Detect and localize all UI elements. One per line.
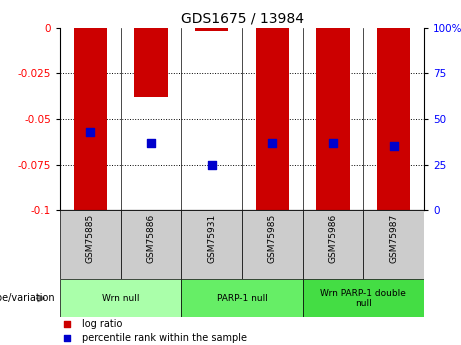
Bar	[363, 210, 424, 279]
Text: GSM75987: GSM75987	[389, 214, 398, 263]
Bar	[195, 28, 228, 31]
Text: GSM75931: GSM75931	[207, 214, 216, 263]
Title: GDS1675 / 13984: GDS1675 / 13984	[181, 11, 303, 25]
Text: GSM75886: GSM75886	[147, 214, 155, 263]
Point	[148, 140, 155, 146]
Text: Wrn PARP-1 double
null: Wrn PARP-1 double null	[320, 289, 406, 308]
Text: GSM75986: GSM75986	[329, 214, 337, 263]
Point	[269, 140, 276, 146]
Bar	[60, 210, 121, 279]
Bar	[242, 210, 303, 279]
Bar	[256, 28, 289, 210]
Text: PARP-1 null: PARP-1 null	[217, 294, 267, 303]
Bar	[74, 28, 107, 210]
Point	[390, 144, 397, 149]
Bar	[60, 279, 181, 317]
Point	[329, 140, 337, 146]
Text: GSM75885: GSM75885	[86, 214, 95, 263]
Point	[64, 322, 71, 327]
Bar	[181, 279, 303, 317]
Point	[208, 162, 215, 168]
Bar	[303, 279, 424, 317]
Bar	[377, 28, 410, 210]
Text: GSM75985: GSM75985	[268, 214, 277, 263]
Bar	[121, 210, 181, 279]
Bar	[303, 210, 363, 279]
Point	[64, 335, 71, 341]
Text: genotype/variation: genotype/variation	[0, 294, 55, 303]
Bar	[134, 28, 168, 97]
Bar	[316, 28, 350, 210]
Bar	[181, 210, 242, 279]
Text: percentile rank within the sample: percentile rank within the sample	[82, 333, 247, 343]
Point	[87, 129, 94, 135]
Text: Wrn null: Wrn null	[102, 294, 139, 303]
Text: log ratio: log ratio	[82, 319, 122, 329]
